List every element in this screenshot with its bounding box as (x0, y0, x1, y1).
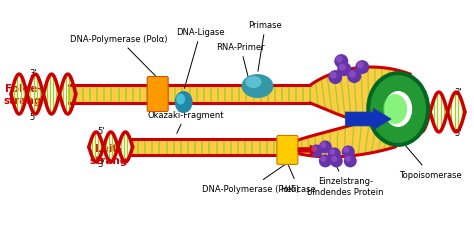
Ellipse shape (384, 92, 412, 127)
FancyArrow shape (298, 146, 317, 155)
Circle shape (342, 146, 355, 159)
Circle shape (344, 155, 357, 168)
FancyBboxPatch shape (147, 77, 168, 112)
Circle shape (347, 70, 361, 84)
Text: 5': 5' (29, 113, 36, 122)
Ellipse shape (246, 77, 262, 89)
Ellipse shape (174, 92, 192, 114)
Circle shape (328, 71, 342, 85)
Circle shape (343, 147, 349, 153)
Circle shape (329, 149, 335, 155)
Circle shape (357, 62, 364, 69)
FancyArrow shape (345, 109, 391, 130)
Circle shape (337, 63, 351, 77)
Circle shape (345, 156, 351, 162)
Circle shape (320, 156, 326, 162)
Text: Folge-
strang: Folge- strang (4, 84, 42, 106)
Circle shape (319, 155, 332, 168)
Text: RNA-Primer: RNA-Primer (216, 43, 265, 84)
Text: 3': 3' (454, 87, 462, 96)
Text: Topoisomerase: Topoisomerase (399, 139, 462, 179)
Ellipse shape (383, 95, 407, 124)
FancyBboxPatch shape (277, 136, 298, 165)
Ellipse shape (370, 76, 426, 143)
Circle shape (330, 72, 337, 79)
Bar (69, 86, 310, 104)
Text: DNA-Polymerase (Polδ): DNA-Polymerase (Polδ) (202, 165, 299, 193)
Circle shape (311, 146, 317, 152)
Circle shape (336, 56, 343, 63)
Circle shape (331, 156, 337, 162)
Circle shape (330, 155, 343, 168)
Polygon shape (310, 68, 410, 122)
Text: Primase: Primase (248, 21, 283, 72)
Circle shape (320, 142, 326, 148)
Ellipse shape (241, 75, 273, 99)
Polygon shape (295, 100, 410, 157)
Circle shape (328, 148, 341, 161)
Text: 3': 3' (97, 160, 105, 169)
Text: Leit-
strang: Leit- strang (90, 143, 128, 165)
Text: DNA-Polymerase (Polα): DNA-Polymerase (Polα) (70, 35, 167, 77)
Text: Einzelstrang-
bindendes Protein: Einzelstrang- bindendes Protein (307, 164, 383, 196)
Bar (131, 139, 295, 155)
Ellipse shape (176, 94, 185, 105)
Text: 3': 3' (29, 68, 37, 77)
Text: Okazaki-Fragment: Okazaki-Fragment (147, 111, 224, 134)
Circle shape (310, 145, 323, 158)
Circle shape (334, 55, 348, 69)
Circle shape (319, 141, 332, 154)
Text: 5': 5' (454, 129, 462, 138)
Circle shape (339, 64, 346, 71)
Circle shape (349, 71, 356, 78)
Text: Helicase: Helicase (281, 166, 316, 193)
Circle shape (355, 61, 369, 75)
Text: DNA-Ligase: DNA-Ligase (176, 28, 225, 89)
Ellipse shape (366, 72, 430, 147)
Text: 5': 5' (97, 127, 105, 136)
